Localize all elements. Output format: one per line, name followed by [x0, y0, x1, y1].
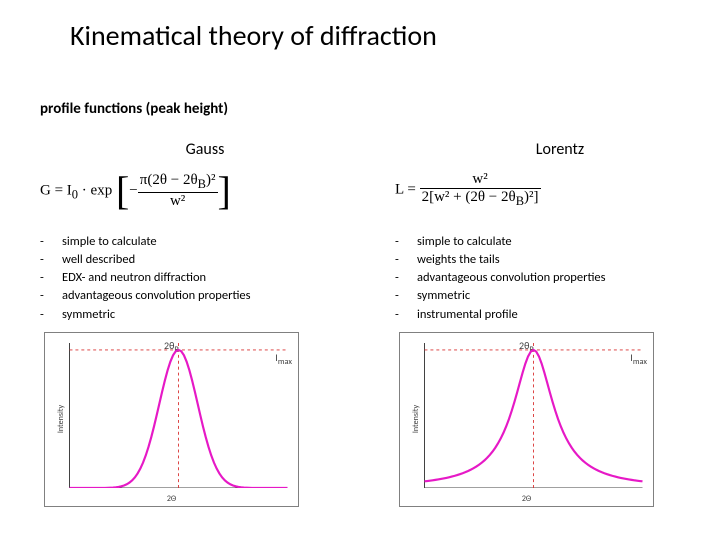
gauss-chart: Intensity 2Θ 2θB Imax [44, 332, 299, 507]
gauss-heading: Gauss [40, 140, 370, 159]
gauss-bullets: -simple to calculate-well described-EDX-… [40, 233, 370, 324]
list-item: -symmetric [40, 306, 370, 324]
gauss-den: w² [138, 193, 218, 210]
bracket-open-icon: [ [116, 171, 129, 211]
gauss-formula: G = I0 · exp [− π(2θ − 2θB)² w² ] [40, 171, 370, 219]
list-item: -simple to calculate [395, 233, 720, 251]
page-title: Kinematical theory of diffraction [70, 18, 437, 53]
gauss-plot-svg [69, 343, 288, 488]
lorentz-ylabel: Intensity [411, 405, 421, 433]
lorentz-num: w² [420, 171, 541, 189]
list-item: -advantageous convolution properties [40, 287, 370, 305]
gauss-mid: · exp [78, 182, 112, 198]
lorentz-formula: L = w² 2[w² + (2θ − 2θB)²] [395, 171, 720, 219]
lorentz-fraction: w² 2[w² + (2θ − 2θB)²] [420, 171, 541, 209]
lorentz-heading: Lorentz [395, 140, 720, 159]
gauss-fraction: π(2θ − 2θB)² w² [138, 172, 218, 210]
gauss-ylabel: Intensity [56, 405, 66, 433]
list-item: -advantageous convolution properties [395, 269, 720, 287]
column-gauss: Gauss G = I0 · exp [− π(2θ − 2θB)² w² ] … [40, 140, 370, 507]
gauss-xlabel: 2Θ [167, 494, 176, 504]
gauss-numsub: B [198, 177, 206, 191]
list-item: -weights the tails [395, 251, 720, 269]
lorentz-xlabel: 2Θ [522, 494, 531, 504]
gauss-num: π(2θ − 2θ [140, 172, 198, 188]
list-item: -instrumental profile [395, 306, 720, 324]
list-item: -EDX- and neutron diffraction [40, 269, 370, 287]
lorentz-densub: B [516, 194, 524, 208]
list-item: -symmetric [395, 287, 720, 305]
lorentz-bullets: -simple to calculate-weights the tails-a… [395, 233, 720, 324]
lorentz-lhs: L = [395, 181, 420, 197]
section-subtitle: profile functions (peak height) [40, 100, 228, 118]
lorentz-plot-svg [424, 343, 643, 488]
lorentz-den1: 2[w² + (2θ − 2θ [422, 189, 516, 205]
gauss-lhs: G = I [40, 182, 72, 198]
lorentz-den2: )²] [524, 189, 539, 205]
list-item: -well described [40, 251, 370, 269]
gauss-numend: )² [206, 172, 216, 188]
column-lorentz: Lorentz L = w² 2[w² + (2θ − 2θB)²] -simp… [395, 140, 720, 507]
gauss-neg: − [129, 182, 137, 198]
bracket-close-icon: ] [218, 171, 231, 211]
list-item: -simple to calculate [40, 233, 370, 251]
lorentz-chart: Intensity 2Θ 2θB Imax [399, 332, 654, 507]
